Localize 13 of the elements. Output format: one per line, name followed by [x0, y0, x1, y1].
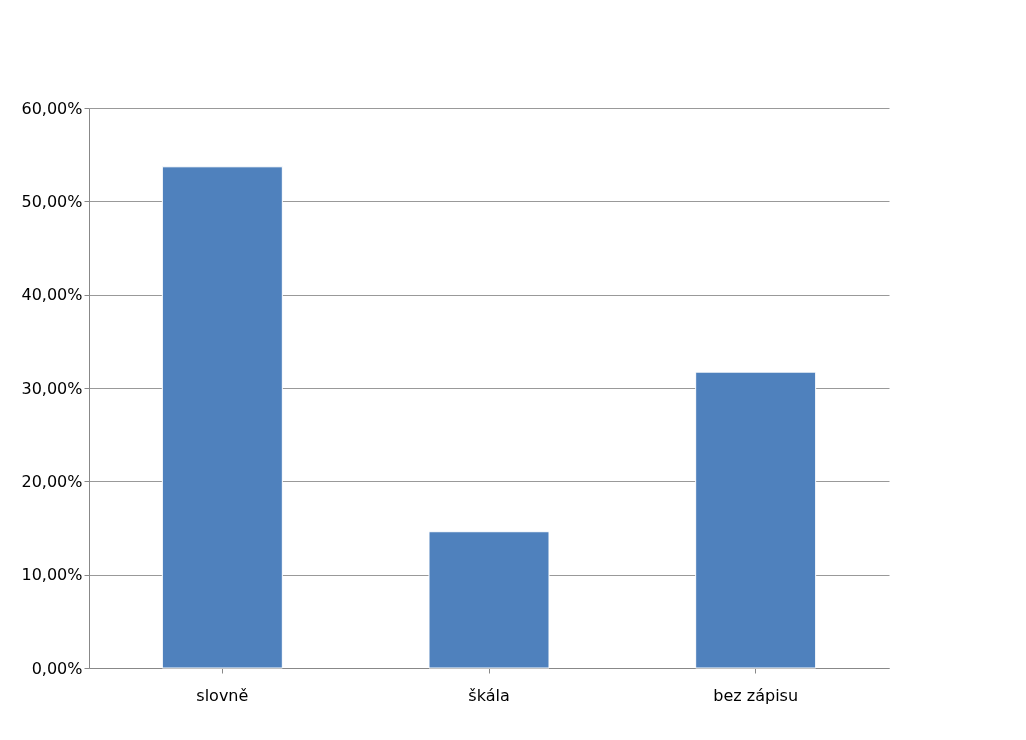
y-tick-label: 30,00% [21, 378, 83, 398]
y-tick-label: 50,00% [21, 191, 83, 211]
y-tick-label: 10,00% [21, 565, 83, 585]
y-tick-label: 40,00% [21, 285, 83, 305]
x-tick-label: škála [468, 685, 510, 705]
bar [428, 531, 550, 669]
y-tick-label: 20,00% [21, 471, 83, 491]
y-tick-label: 60,00% [21, 98, 83, 118]
x-tick-label: slovně [196, 685, 249, 705]
bar [161, 166, 283, 669]
bar [695, 371, 817, 669]
y-tick-label: 0,00% [31, 658, 83, 678]
x-tick-label: bez zápisu [713, 685, 799, 705]
